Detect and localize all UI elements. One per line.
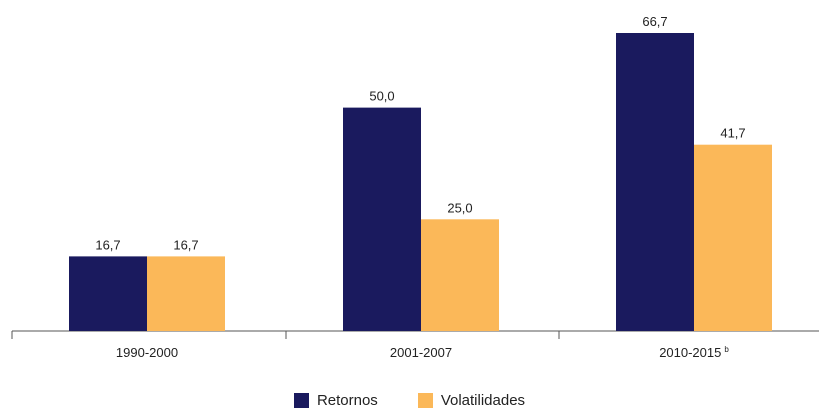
bar-volatilidades-1990-2000: [147, 256, 225, 331]
legend-item-retornos: Retornos: [293, 392, 378, 409]
legend-label-volatilidades: Volatilidades: [440, 392, 526, 409]
data-label: 16,7: [173, 237, 198, 252]
category-label: 2010-2015 b: [659, 345, 729, 360]
legend-item-volatilidades: Volatilidades: [417, 392, 526, 409]
category-label: 2001-2007: [390, 345, 452, 360]
data-label: 50,0: [369, 89, 394, 104]
bars-group: [69, 33, 772, 331]
category-labels-group: 1990-2000 2001-2007 2010-2015 b: [116, 345, 729, 360]
legend: Retornos Volatilidades: [0, 393, 819, 408]
bar-volatilidades-2001-2007: [421, 219, 499, 331]
data-label: 66,7: [642, 14, 667, 29]
category-label: 1990-2000: [116, 345, 178, 360]
legend-swatch-retornos: [293, 393, 309, 408]
bar-volatilidades-2010-2015: [694, 144, 772, 331]
data-label: 41,7: [720, 126, 745, 141]
data-labels-group: 16,7 50,0 66,7 16,7 25,0 41,7: [95, 14, 745, 252]
bar-retornos-1990-2000: [69, 256, 147, 331]
legend-swatch-volatilidades: [417, 393, 433, 408]
legend-label-retornos: Retornos: [316, 392, 378, 409]
bar-retornos-2010-2015: [616, 33, 694, 331]
bar-retornos-2001-2007: [343, 107, 421, 331]
x-axis-ticks: [11, 331, 560, 339]
data-label: 25,0: [447, 200, 472, 215]
data-label: 16,7: [95, 237, 120, 252]
